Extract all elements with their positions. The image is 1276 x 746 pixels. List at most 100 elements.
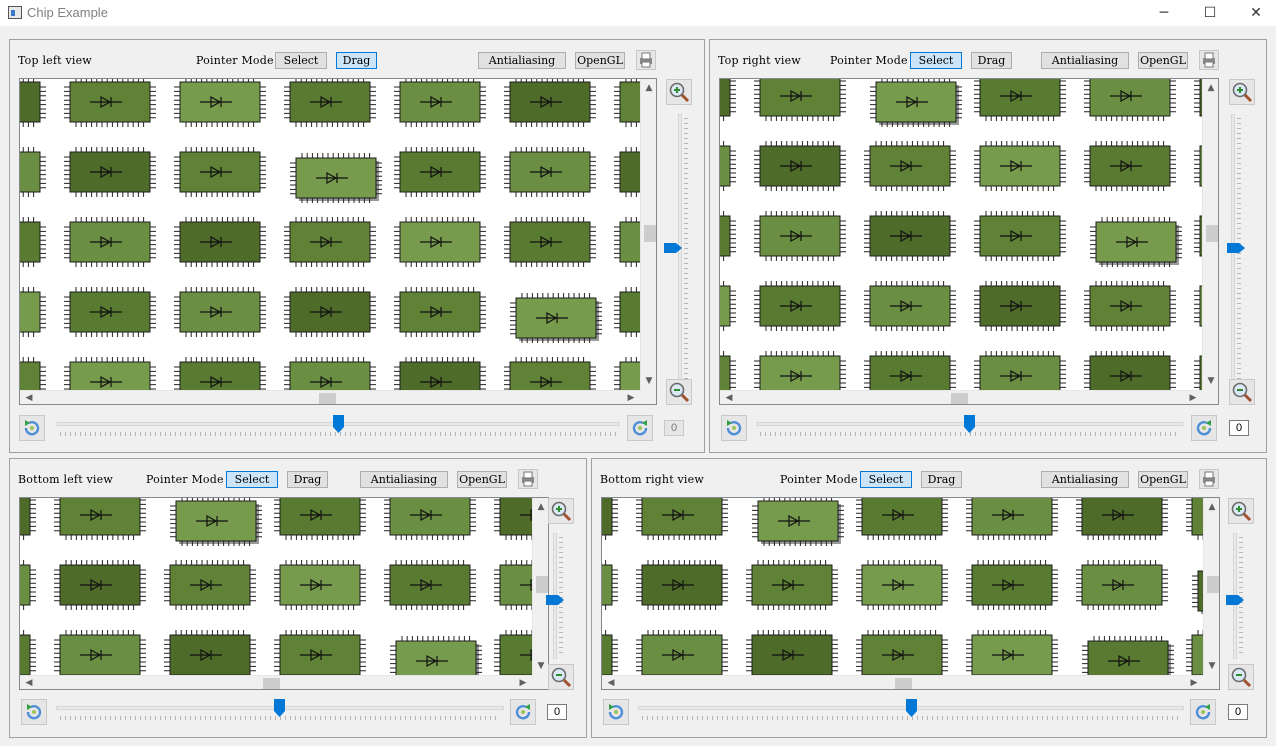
chip[interactable] <box>746 630 838 675</box>
chip[interactable] <box>384 498 476 540</box>
graphics-scene[interactable]: ▲ ▼ ◀ ▶ <box>19 497 549 690</box>
chip[interactable] <box>614 287 640 337</box>
rotate-right-button[interactable] <box>1191 415 1217 441</box>
rotate-left-button[interactable] <box>721 415 747 441</box>
zoom-slider-handle[interactable] <box>546 590 564 605</box>
scroll-down-arrow[interactable]: ▼ <box>537 661 545 671</box>
chip[interactable] <box>974 211 1066 261</box>
vertical-scrollbar[interactable]: ▲ ▼ <box>1203 498 1219 675</box>
scroll-left-arrow[interactable]: ◀ <box>25 678 33 688</box>
zoom-out-button[interactable] <box>666 379 692 405</box>
print-button[interactable] <box>1199 469 1219 489</box>
chip[interactable] <box>636 630 728 675</box>
chip[interactable] <box>174 357 266 390</box>
zoom-slider-handle[interactable] <box>1226 590 1244 605</box>
chip[interactable] <box>20 147 46 197</box>
zoom-slider-handle[interactable] <box>664 238 682 253</box>
vertical-scroll-thumb[interactable] <box>644 225 656 242</box>
select-mode-button[interactable]: Select <box>910 52 962 69</box>
horizontal-scroll-thumb[interactable] <box>895 678 912 689</box>
chip[interactable] <box>164 630 256 675</box>
chip[interactable] <box>274 560 366 610</box>
chip[interactable] <box>64 357 156 390</box>
chip[interactable] <box>720 79 736 121</box>
chip[interactable] <box>974 141 1066 191</box>
drag-mode-button[interactable]: Drag <box>336 52 377 69</box>
scroll-right-arrow[interactable]: ▶ <box>1189 393 1197 403</box>
zoom-in-button[interactable] <box>1228 498 1254 524</box>
maximize-button[interactable]: ☐ <box>1203 5 1217 21</box>
chip[interactable] <box>1090 217 1182 267</box>
opengl-button[interactable]: OpenGL <box>1138 471 1188 488</box>
vertical-scrollbar[interactable]: ▲ ▼ <box>640 79 656 390</box>
chip[interactable] <box>1194 211 1202 261</box>
chip[interactable] <box>494 498 532 540</box>
zoom-in-button[interactable] <box>666 79 692 105</box>
chip[interactable] <box>1076 498 1168 540</box>
select-mode-button[interactable]: Select <box>226 471 278 488</box>
select-mode-button[interactable]: Select <box>860 471 912 488</box>
chip[interactable] <box>20 498 36 540</box>
rotate-slider-handle[interactable] <box>274 699 285 717</box>
chip[interactable] <box>504 357 596 390</box>
chip[interactable] <box>164 560 256 610</box>
chip[interactable] <box>602 630 618 675</box>
scroll-up-arrow[interactable]: ▲ <box>537 502 545 512</box>
chip[interactable] <box>754 79 846 121</box>
chip[interactable] <box>864 281 956 331</box>
chip[interactable] <box>64 217 156 267</box>
chip[interactable] <box>966 630 1058 675</box>
chip[interactable] <box>602 498 618 540</box>
chip[interactable] <box>20 217 46 267</box>
antialiasing-button[interactable]: Antialiasing <box>478 52 566 69</box>
chip[interactable] <box>1186 630 1203 675</box>
chip[interactable] <box>174 147 266 197</box>
antialiasing-button[interactable]: Antialiasing <box>1041 471 1129 488</box>
chip[interactable] <box>284 79 376 127</box>
print-button[interactable] <box>518 469 538 489</box>
chip[interactable] <box>864 141 956 191</box>
chip[interactable] <box>966 560 1058 610</box>
chip[interactable] <box>1194 281 1202 331</box>
chip[interactable] <box>274 630 366 675</box>
chip[interactable] <box>754 351 846 390</box>
chip[interactable] <box>64 79 156 127</box>
chip[interactable] <box>494 560 532 610</box>
chip[interactable] <box>174 217 266 267</box>
scroll-down-arrow[interactable]: ▼ <box>1207 376 1215 386</box>
chip[interactable] <box>504 217 596 267</box>
scroll-right-arrow[interactable]: ▶ <box>1190 678 1198 688</box>
antialiasing-button[interactable]: Antialiasing <box>360 471 448 488</box>
chip[interactable] <box>394 79 486 127</box>
vertical-scroll-thumb[interactable] <box>1207 576 1219 593</box>
zoom-out-button[interactable] <box>1228 664 1254 690</box>
chip[interactable] <box>614 217 640 267</box>
rotate-left-button[interactable] <box>603 699 629 725</box>
chip[interactable] <box>394 287 486 337</box>
chip[interactable] <box>390 636 482 675</box>
rotate-right-button[interactable] <box>510 699 536 725</box>
chip[interactable] <box>284 357 376 390</box>
chip[interactable] <box>54 560 146 610</box>
scroll-right-arrow[interactable]: ▶ <box>627 393 635 403</box>
vertical-scroll-thumb[interactable] <box>1206 225 1218 242</box>
chip[interactable] <box>1082 636 1174 675</box>
rotate-left-button[interactable] <box>19 415 45 441</box>
chip[interactable] <box>974 79 1066 121</box>
chip[interactable] <box>174 287 266 337</box>
chip[interactable] <box>974 281 1066 331</box>
horizontal-scroll-thumb[interactable] <box>263 678 280 689</box>
chip[interactable] <box>20 630 36 675</box>
chip[interactable] <box>720 211 736 261</box>
chip[interactable] <box>1194 79 1202 121</box>
chip[interactable] <box>754 211 846 261</box>
print-button[interactable] <box>1199 50 1219 70</box>
chip[interactable] <box>1084 351 1176 390</box>
opengl-button[interactable]: OpenGL <box>575 52 625 69</box>
chip[interactable] <box>856 560 948 610</box>
chip[interactable] <box>870 79 962 127</box>
scroll-up-arrow[interactable]: ▲ <box>1207 83 1215 93</box>
chip[interactable] <box>1194 141 1202 191</box>
opengl-button[interactable]: OpenGL <box>1138 52 1188 69</box>
chip[interactable] <box>20 79 46 127</box>
